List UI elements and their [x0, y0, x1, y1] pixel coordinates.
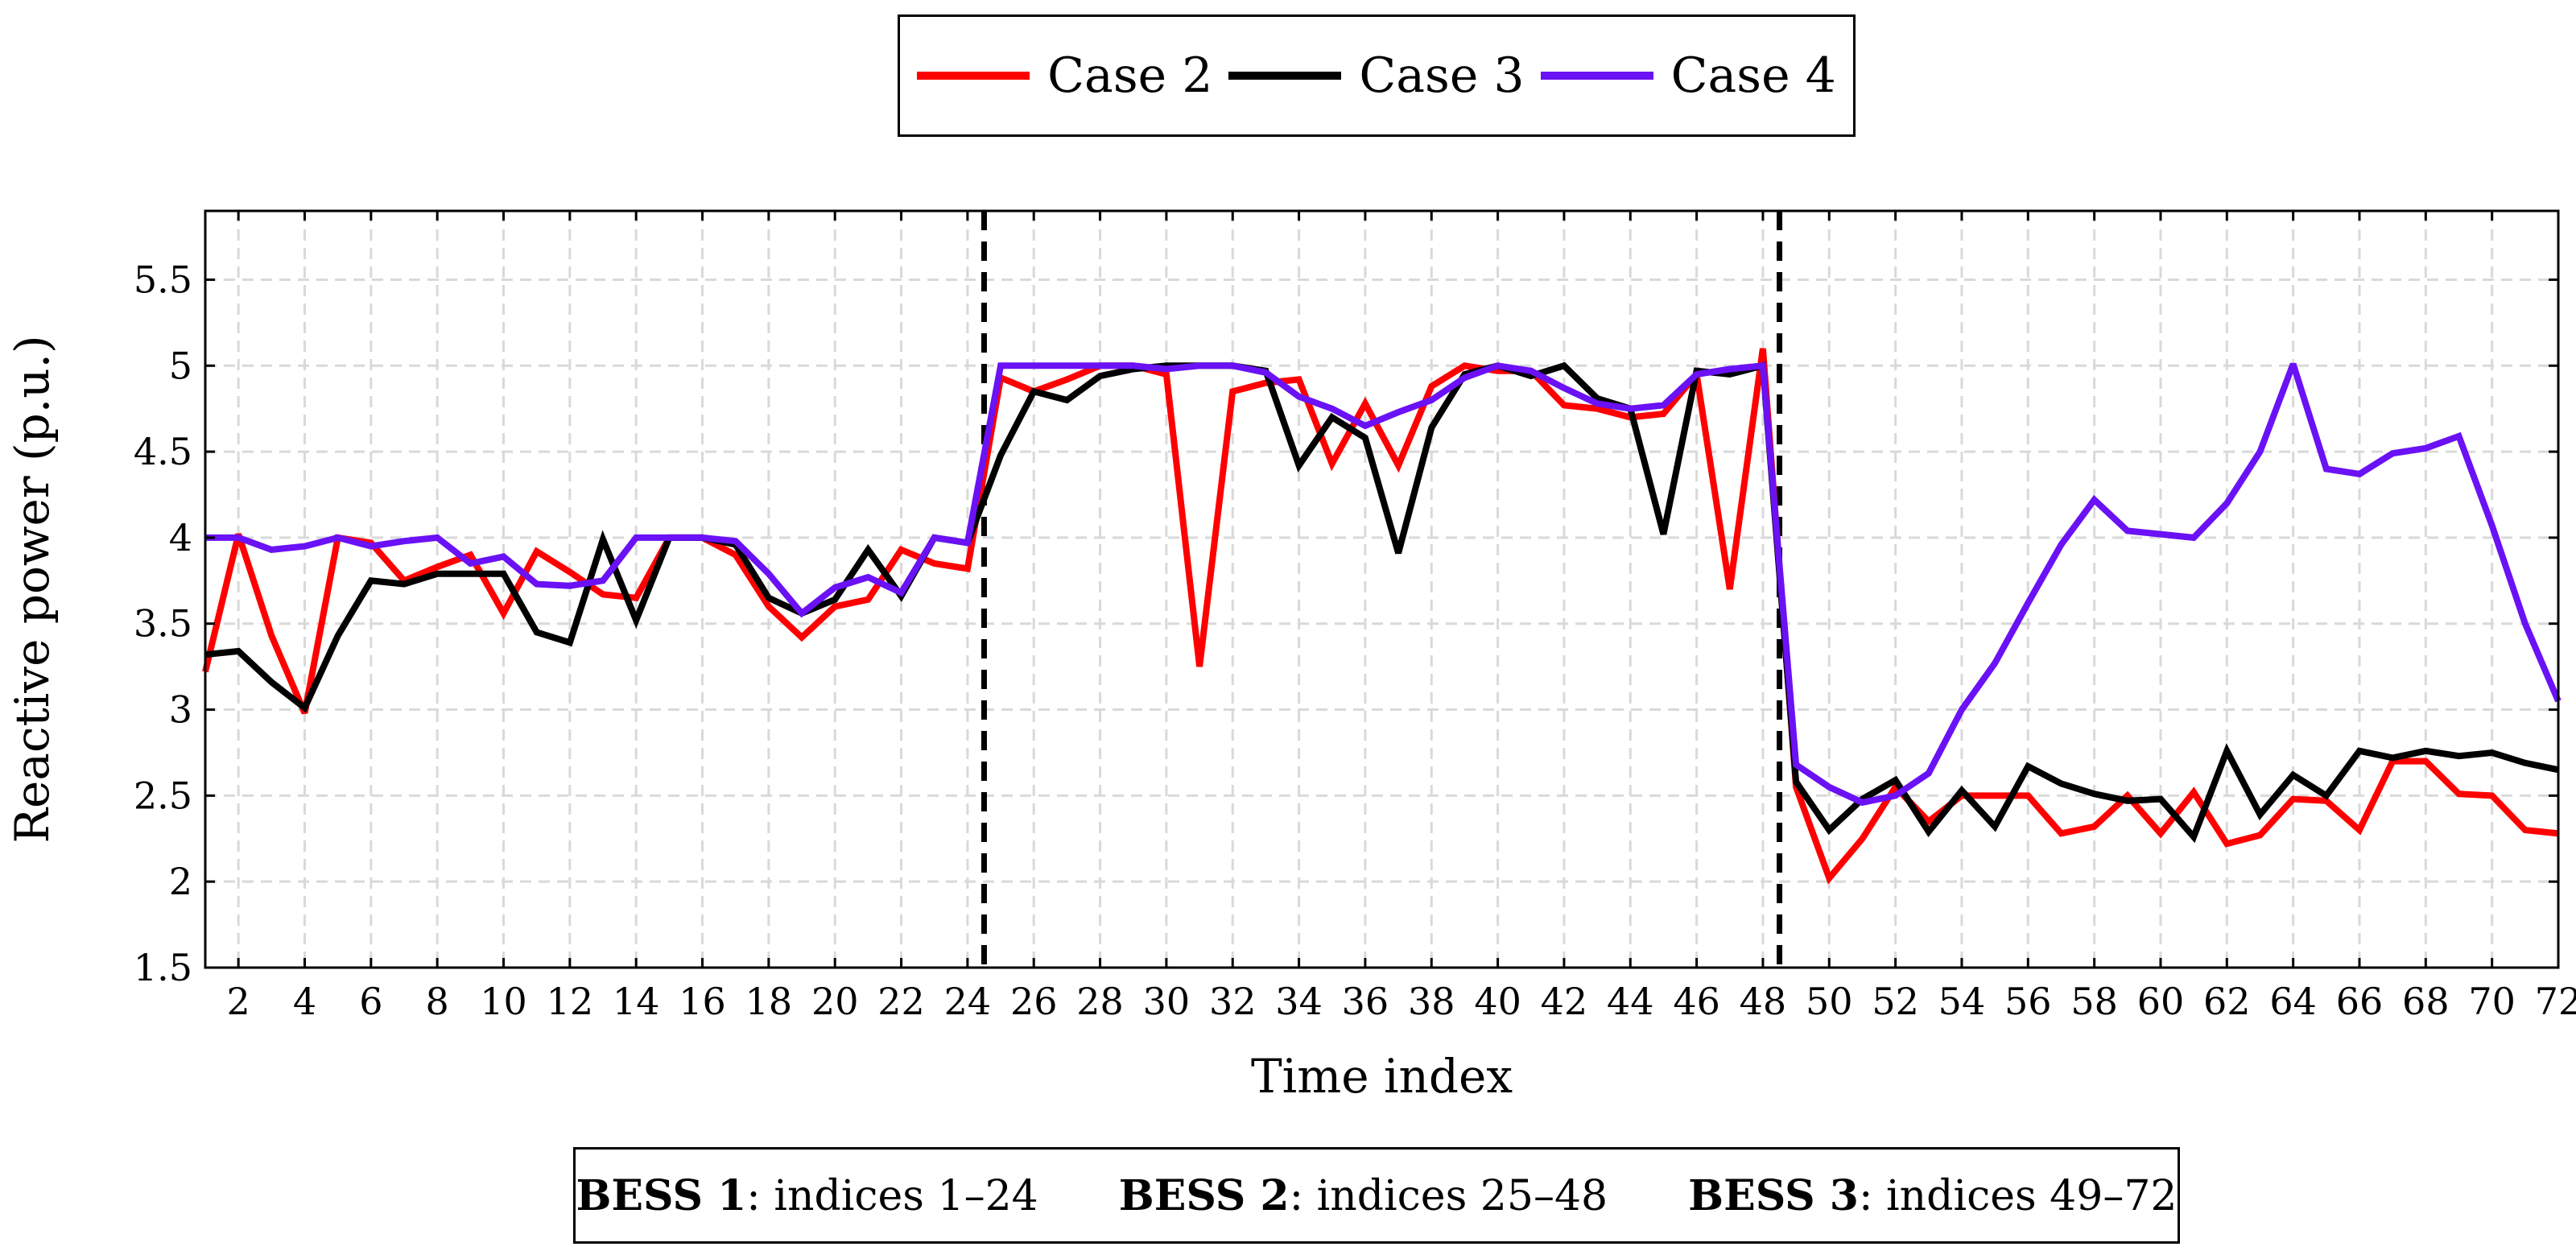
x-tick-label-62: 62	[2203, 980, 2251, 1023]
x-tick-label-64: 64	[2269, 980, 2317, 1023]
series-lines	[202, 348, 2562, 885]
x-tick-label-32: 32	[1209, 980, 1257, 1023]
note-bess-3-range: : indices 49–72	[1858, 1171, 2178, 1220]
legend-label-case-3: Case 3	[1359, 47, 1525, 104]
x-tick-label-42: 42	[1541, 980, 1588, 1023]
y-tick-label-5: 5	[169, 344, 192, 387]
dataset-dividers	[980, 211, 1783, 968]
x-tick-label-58: 58	[2070, 980, 2118, 1023]
y-tick-label-4.5: 4.5	[134, 430, 192, 473]
x-tick-label-4: 4	[293, 980, 316, 1023]
note-bess-2-range: : indices 25–48	[1289, 1171, 1608, 1220]
legend-swatch-case-4	[1540, 72, 1653, 80]
note-bess-1: BESS 1: indices 1–24	[576, 1171, 1038, 1220]
plot-frame	[204, 209, 2560, 969]
x-tick-label-38: 38	[1408, 980, 1455, 1023]
y-tick-label-2.5: 2.5	[134, 774, 192, 817]
legend-label-case-2: Case 2	[1047, 47, 1213, 104]
x-tick-label-40: 40	[1474, 980, 1521, 1023]
x-tick-label-8: 8	[426, 980, 449, 1023]
x-tick-label-22: 22	[877, 980, 925, 1023]
x-tick-label-60: 60	[2137, 980, 2185, 1023]
note-bess-1-name: BESS 1	[576, 1170, 747, 1220]
x-tick-label-30: 30	[1143, 980, 1191, 1023]
x-tick-label-24: 24	[944, 980, 992, 1023]
y-tick-label-1.5: 1.5	[134, 946, 192, 989]
x-tick-label-12: 12	[547, 980, 594, 1023]
x-tick-label-52: 52	[1872, 980, 1919, 1023]
x-tick-label-68: 68	[2402, 980, 2450, 1023]
x-tick-label-44: 44	[1607, 980, 1654, 1023]
y-tick-label-5.5: 5.5	[134, 258, 192, 301]
series-line-case-4	[205, 361, 2562, 807]
x-tick-label-28: 28	[1076, 980, 1124, 1023]
note-bess-3-name: BESS 3	[1688, 1170, 1859, 1220]
x-tick-label-6: 6	[359, 980, 382, 1023]
x-tick-label-10: 10	[480, 980, 527, 1023]
note-bess-3: BESS 3: indices 49–72	[1688, 1171, 2177, 1220]
x-tick-label-36: 36	[1342, 980, 1389, 1023]
grid	[205, 211, 2560, 969]
bess-index-note: BESS 1: indices 1–24 BESS 2: indices 25–…	[573, 1147, 2180, 1244]
x-tick-label-50: 50	[1806, 980, 1853, 1023]
note-bess-2-name: BESS 2	[1118, 1170, 1290, 1220]
legend-swatch-case-3	[1228, 72, 1342, 80]
x-tick-label-16: 16	[679, 980, 726, 1023]
y-tick-label-3: 3	[169, 688, 192, 732]
x-tick-label-18: 18	[745, 980, 793, 1023]
legend-entry-case-3: Case 3	[1228, 47, 1525, 104]
y-tick-label-3.5: 3.5	[134, 602, 192, 646]
x-tick-label-54: 54	[1938, 980, 1986, 1023]
x-tick-label-14: 14	[613, 980, 660, 1023]
x-tick-label-2: 2	[227, 980, 250, 1023]
x-tick-label-72: 72	[2535, 980, 2576, 1023]
x-tick-label-46: 46	[1673, 980, 1720, 1023]
y-tick-label-2: 2	[169, 860, 192, 903]
series-line-case-3	[204, 361, 2559, 844]
x-tick-label-48: 48	[1740, 980, 1787, 1023]
x-tick-label-66: 66	[2336, 980, 2384, 1023]
legend-label-case-4: Case 4	[1670, 47, 1836, 104]
legend-swatch-case-2	[917, 72, 1030, 80]
note-bess-2: BESS 2: indices 25–48	[1119, 1171, 1608, 1220]
x-tick-label-70: 70	[2468, 980, 2516, 1023]
x-tick-label-20: 20	[811, 980, 859, 1023]
x-tick-label-34: 34	[1275, 980, 1323, 1023]
x-axis-label: Time index	[1251, 1049, 1513, 1104]
legend: Case 2 Case 3 Case 4	[898, 14, 1856, 137]
axis-ticks: 2 4 6 8 10 12 14 16 18 20 22 24 26 28 30 32 34 36 38 40 42 44…	[134, 211, 2576, 1023]
note-bess-1-range: : indices 1–24	[746, 1171, 1038, 1220]
x-tick-label-26: 26	[1010, 980, 1058, 1023]
legend-entry-case-2: Case 2	[917, 52, 1212, 100]
series-line-case-2	[202, 348, 2559, 885]
x-tick-label-56: 56	[2004, 980, 2052, 1023]
y-tick-label-4: 4	[169, 516, 192, 559]
y-axis-label: Reactive power (p.u.)	[5, 335, 60, 843]
legend-entry-case-4: Case 4	[1540, 47, 1836, 104]
